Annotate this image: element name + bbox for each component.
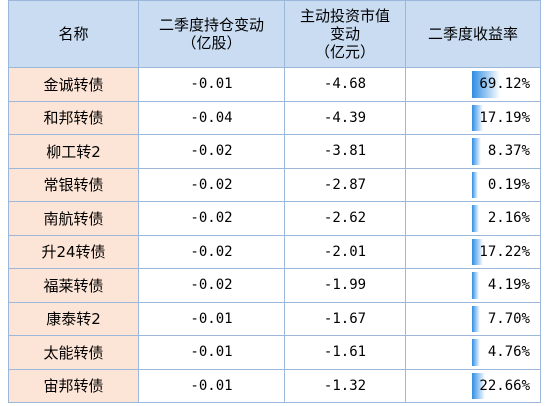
return-cell: 4.76% — [405, 335, 541, 370]
table-row: 升24转债 -0.02 -2.01 17.22% — [8, 234, 541, 269]
return-cell: 2.16% — [405, 201, 541, 236]
table-row: 常银转债 -0.02 -2.87 0.19% — [8, 167, 541, 202]
table-row: 南航转债 -0.02 -2.62 2.16% — [8, 201, 541, 236]
return-cell: 0.19% — [405, 167, 541, 202]
number-cell: -0.02 — [138, 268, 285, 303]
table-body: 金诚转债 -0.01 -4.68 69.12% 和邦转债 -0.04 -4.39 17.19%… — [8, 67, 541, 403]
number-cell: -2.01 — [284, 234, 406, 269]
table-row: 康泰转2 -0.01 -1.67 7.70% — [8, 301, 541, 336]
table-row: 太能转债 -0.01 -1.61 4.76% — [8, 335, 541, 370]
header-text: 名称 — [58, 25, 89, 43]
return-cell: 69.12% — [405, 67, 541, 102]
name-cell: 金诚转债 — [8, 67, 139, 102]
return-cell: 17.22% — [405, 234, 541, 269]
number-cell: -0.02 — [138, 201, 285, 236]
name-cell: 康泰转2 — [8, 301, 139, 336]
data-bar — [472, 138, 481, 165]
number-cell: -4.68 — [284, 67, 406, 102]
cell-text: 4.19% — [487, 277, 530, 294]
name-cell: 南航转债 — [8, 201, 139, 236]
number-cell: -1.32 — [284, 368, 406, 403]
number-cell: -4.39 — [284, 100, 406, 135]
data-bar — [472, 171, 479, 198]
return-cell: 17.19% — [405, 100, 541, 135]
header-cell: 名称 — [8, 0, 139, 68]
header-text: 主动投资市值 — [299, 7, 390, 25]
header-text: 二季度持仓变动 — [158, 16, 264, 34]
cell-text: 17.22% — [479, 243, 530, 260]
table-row: 宙邦转债 -0.01 -1.32 22.66% — [8, 368, 541, 403]
cell-text: 8.37% — [487, 143, 530, 160]
data-table: 名称 二季度持仓变动 （亿股） 主动投资市值 变动 （亿元） 二季度收益率 金诚转债 -0.0… — [8, 0, 541, 403]
name-cell: 太能转债 — [8, 335, 139, 370]
cell-text: 2.16% — [487, 210, 530, 227]
cell-text: 17.19% — [479, 109, 530, 126]
header-text: （亿元） — [314, 43, 375, 61]
return-cell: 8.37% — [405, 134, 541, 169]
number-cell: -0.04 — [138, 100, 285, 135]
name-cell: 柳工转2 — [8, 134, 139, 169]
number-cell: -0.01 — [138, 67, 285, 102]
data-bar — [472, 71, 500, 98]
number-cell: -0.02 — [138, 167, 285, 202]
name-cell: 和邦转债 — [8, 100, 139, 135]
number-cell: -0.02 — [138, 134, 285, 169]
table-row: 金诚转债 -0.01 -4.68 69.12% — [8, 67, 541, 102]
number-cell: -0.01 — [138, 335, 285, 370]
number-cell: -0.01 — [138, 368, 285, 403]
name-cell: 升24转债 — [8, 234, 139, 269]
number-cell: -1.67 — [284, 301, 406, 336]
cell-text: 69.12% — [479, 76, 530, 93]
cell-text: 4.76% — [487, 344, 530, 361]
header-text: （亿股） — [181, 34, 242, 52]
number-cell: -2.62 — [284, 201, 406, 236]
name-cell: 宙邦转债 — [8, 368, 139, 403]
number-cell: -0.02 — [138, 234, 285, 269]
header-cell: 二季度持仓变动 （亿股） — [138, 0, 285, 68]
return-cell: 22.66% — [405, 368, 541, 403]
header-cell: 主动投资市值 变动 （亿元） — [284, 0, 406, 68]
header-text: 二季度收益率 — [427, 25, 518, 43]
number-cell: -0.01 — [138, 301, 285, 336]
cell-text: 0.19% — [487, 176, 530, 193]
data-bar — [472, 339, 480, 366]
data-bar — [472, 205, 479, 232]
table-row: 柳工转2 -0.02 -3.81 8.37% — [8, 134, 541, 169]
data-bar — [472, 238, 484, 265]
table-row: 和邦转债 -0.04 -4.39 17.19% — [8, 100, 541, 135]
header-cell: 二季度收益率 — [405, 0, 541, 68]
number-cell: -1.61 — [284, 335, 406, 370]
cell-text: 22.66% — [479, 377, 530, 394]
header-text: 变动 — [329, 25, 360, 43]
return-cell: 7.70% — [405, 301, 541, 336]
return-cell: 4.19% — [405, 268, 541, 303]
cell-text: 7.70% — [487, 310, 530, 327]
number-cell: -1.99 — [284, 268, 406, 303]
header-row: 名称 二季度持仓变动 （亿股） 主动投资市值 变动 （亿元） 二季度收益率 — [8, 0, 541, 68]
table-row: 福莱转债 -0.02 -1.99 4.19% — [8, 268, 541, 303]
data-bar — [472, 272, 480, 299]
data-bar — [472, 104, 484, 131]
name-cell: 常银转债 — [8, 167, 139, 202]
data-bar — [472, 372, 486, 399]
name-cell: 福莱转债 — [8, 268, 139, 303]
number-cell: -3.81 — [284, 134, 406, 169]
number-cell: -2.87 — [284, 167, 406, 202]
data-bar — [472, 305, 481, 332]
